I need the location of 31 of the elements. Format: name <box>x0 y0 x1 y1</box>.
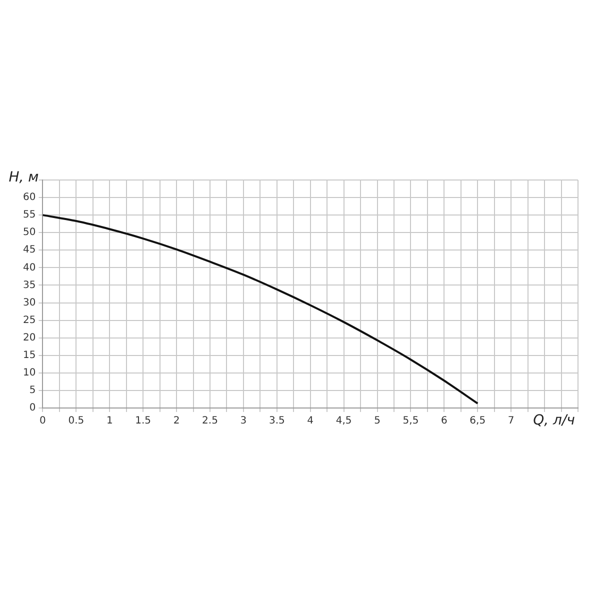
x-tick-label: 5 <box>374 416 380 427</box>
y-tick-label: 25 <box>22 314 36 326</box>
y-tick-label: 55 <box>22 210 36 221</box>
x-tick-label: 2 <box>173 416 180 427</box>
x-tick-label: 6 <box>440 416 448 427</box>
y-axis-title: H, м <box>8 170 40 186</box>
y-tick-label: 50 <box>22 227 36 238</box>
y-tick-label: 5 <box>29 385 36 396</box>
line-series <box>42 214 479 404</box>
x-tick-label: 1 <box>106 416 113 427</box>
x-tick-label: 5,5 <box>402 416 419 427</box>
y-tick-label: 35 <box>22 280 36 291</box>
x-tick-label: 7 <box>508 416 514 427</box>
x-tick-label: 2.5 <box>202 416 218 427</box>
x-tick-label: 4,5 <box>336 416 352 427</box>
x-tick-label: 0 <box>40 416 46 427</box>
x-tick-label: 3 <box>240 416 247 427</box>
x-axis-title: Q, л/ч <box>533 412 575 429</box>
x-tick-label: 3.5 <box>268 416 285 427</box>
x-tick-label: 6,5 <box>470 416 486 427</box>
y-tick-label: 20 <box>22 332 36 344</box>
y-tick-label: 10 <box>22 368 36 379</box>
y-tick-label: 60 <box>22 192 36 204</box>
x-tick-label: 4 <box>307 416 314 427</box>
x-tick-label: 0.5 <box>68 416 84 427</box>
y-tick-label: 45 <box>22 244 36 256</box>
y-tick-label: 15 <box>22 350 36 361</box>
y-tick-label: 30 <box>22 297 36 308</box>
x-tick-label: 1.5 <box>135 416 152 427</box>
y-tick-label: 0 <box>29 402 36 414</box>
y-tick-label: 40 <box>22 262 36 274</box>
